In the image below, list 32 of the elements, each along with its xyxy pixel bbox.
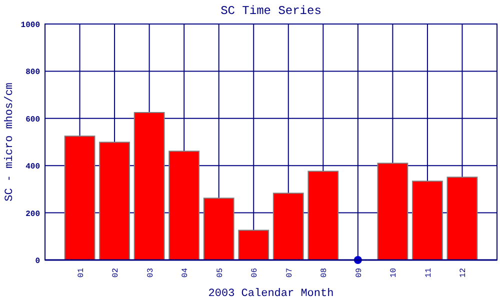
- x-tick-label: 01: [76, 268, 86, 278]
- chart-title: SC Time Series: [220, 4, 322, 18]
- x-tick-label: 12: [459, 268, 468, 278]
- bar: [99, 142, 130, 260]
- bar: [308, 170, 339, 260]
- bar: [377, 162, 408, 260]
- x-tick-label: 06: [250, 268, 260, 278]
- x-tick-label: 04: [181, 268, 190, 278]
- y-tick-label: 0: [35, 257, 40, 266]
- x-tick-label: 11: [424, 268, 434, 278]
- x-tick-label: 10: [390, 268, 399, 278]
- bar: [64, 136, 96, 260]
- bar: [134, 112, 165, 260]
- y-tick-label: 600: [26, 115, 40, 124]
- y-tick-label: 200: [26, 210, 40, 219]
- x-tick-label: 02: [112, 268, 121, 278]
- x-axis-title: 2003 Calendar Month: [208, 288, 334, 300]
- bar: [412, 180, 443, 260]
- x-tick-label: 05: [216, 268, 225, 278]
- y-tick-label: 800: [26, 68, 40, 78]
- y-axis-title: SC - micro mhos/cm: [4, 82, 16, 202]
- x-tick-label: 07: [285, 268, 294, 278]
- x-tick-label: 03: [146, 268, 156, 278]
- x-tick-label: 09: [354, 268, 364, 278]
- y-tick-label: 1000: [20, 21, 40, 30]
- bar: [272, 192, 304, 260]
- bar: [168, 150, 200, 260]
- bar: [203, 198, 234, 260]
- bar: [446, 176, 478, 260]
- x-tick-label: 08: [320, 268, 330, 278]
- y-tick-label: 400: [26, 162, 40, 172]
- bar: [238, 230, 270, 260]
